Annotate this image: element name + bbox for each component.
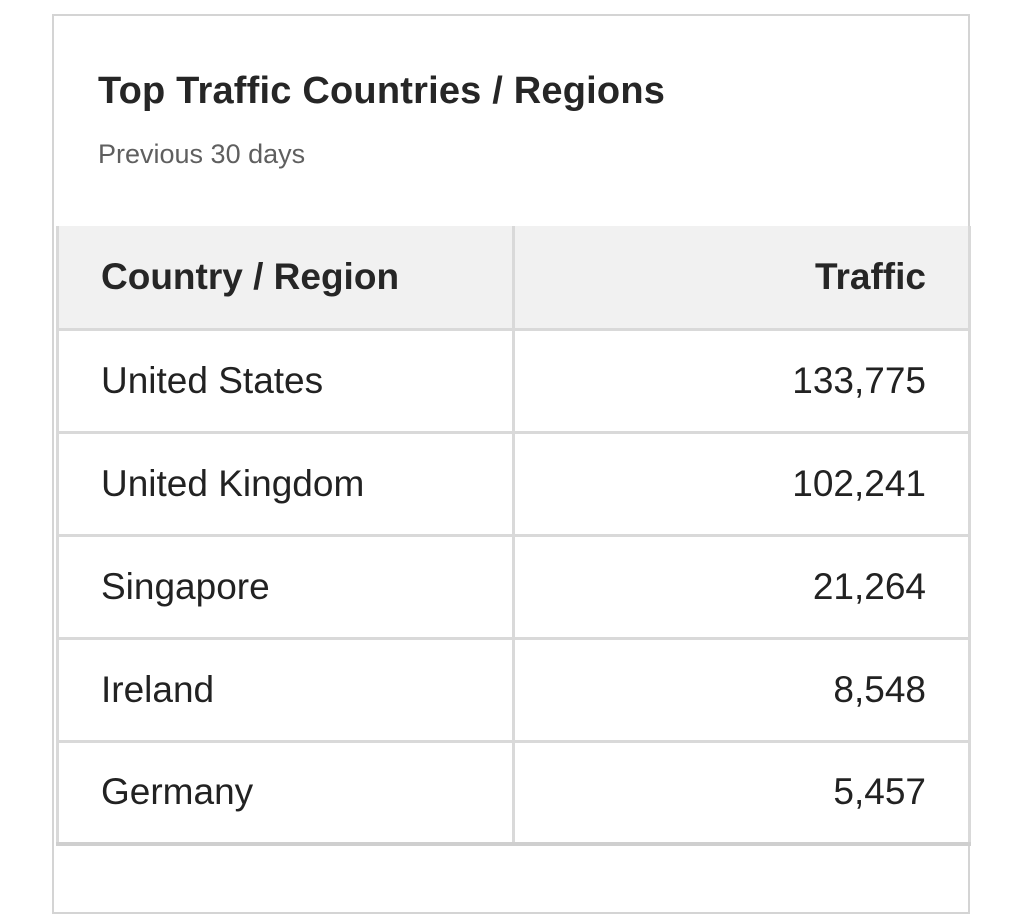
traffic-card: Top Traffic Countries / Regions Previous… [52,14,971,914]
table-row: Germany 5,457 [56,739,971,846]
card-header: Top Traffic Countries / Regions Previous… [54,16,968,227]
table-row: United States 133,775 [56,327,971,434]
country-cell: Germany [56,739,515,846]
traffic-cell: 102,241 [512,430,971,537]
card-title: Top Traffic Countries / Regions [98,70,666,112]
card-subtitle: Previous 30 days [98,139,306,169]
traffic-cell: 8,548 [512,636,971,743]
table-row: Singapore 21,264 [56,533,971,640]
traffic-cell: 133,775 [512,327,971,434]
traffic-cell: 5,457 [512,739,971,846]
table-header-row: Country / Region Traffic [56,226,971,331]
column-header-traffic: Traffic [512,226,971,331]
country-cell: Ireland [56,636,515,743]
table-row: United Kingdom 102,241 [56,430,971,537]
traffic-table: Country / Region Traffic United States 1… [56,226,971,846]
column-header-country: Country / Region [56,226,515,331]
table-row: Ireland 8,548 [56,636,971,743]
country-cell: Singapore [56,533,515,640]
country-cell: United Kingdom [56,430,515,537]
country-cell: United States [56,327,515,434]
traffic-cell: 21,264 [512,533,971,640]
